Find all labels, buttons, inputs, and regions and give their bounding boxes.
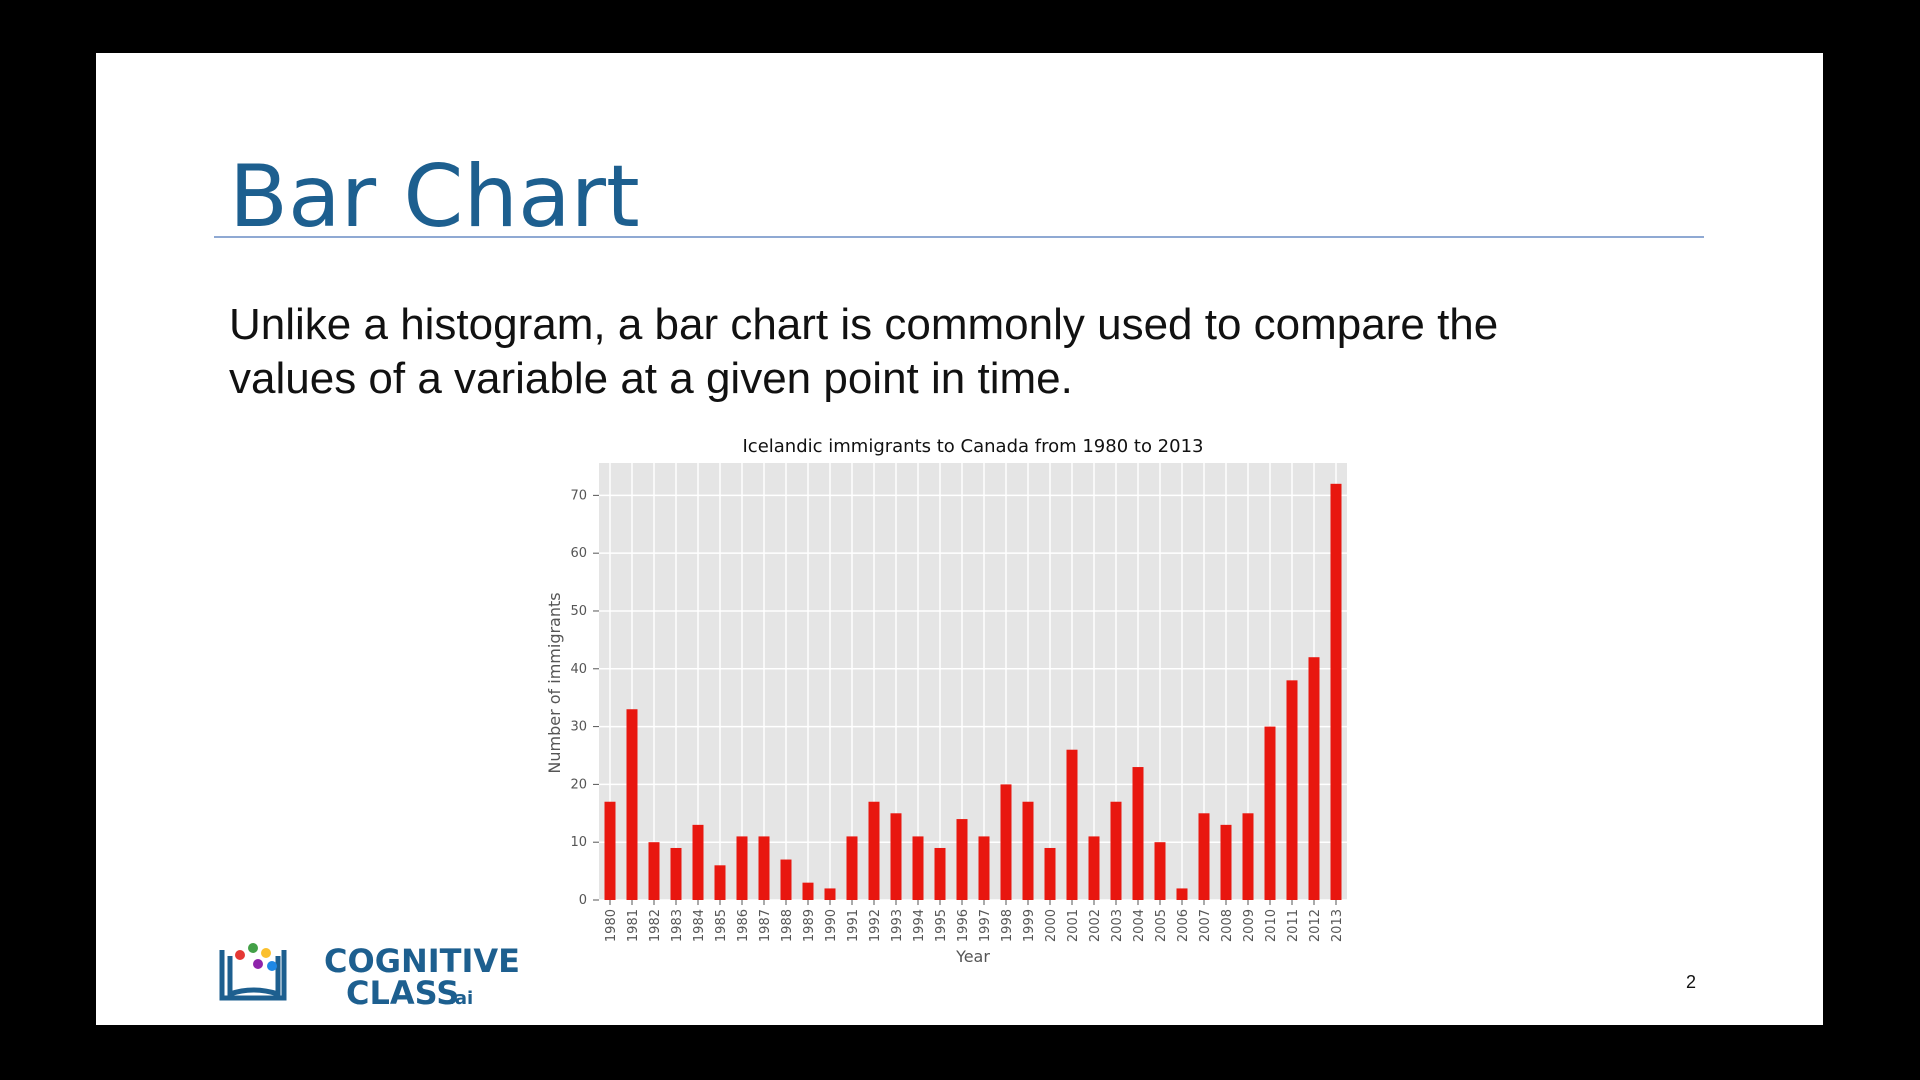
logo-dot	[267, 961, 277, 971]
bar	[1000, 784, 1012, 900]
logo-suffix: .ai	[448, 988, 473, 1009]
y-tick-label: 70	[570, 488, 587, 503]
bar	[1286, 680, 1298, 900]
bar	[648, 842, 660, 900]
y-tick-label: 40	[570, 662, 587, 677]
x-tick-label: 1998	[1000, 909, 1015, 942]
bar	[758, 836, 770, 900]
bar	[1110, 801, 1122, 900]
bar	[1066, 749, 1078, 900]
x-tick-label: 1992	[868, 909, 883, 942]
page-number: 2	[1686, 972, 1696, 992]
y-tick-label: 50	[570, 604, 587, 619]
x-tick-label: 1997	[978, 909, 993, 942]
y-tick-label: 60	[570, 546, 587, 561]
bar	[692, 824, 704, 900]
x-tick-label: 1996	[956, 909, 971, 942]
plot-area	[599, 463, 1347, 900]
logo-text: CLASS	[346, 974, 459, 1012]
x-tick-label: 1999	[1022, 909, 1037, 942]
logo-dot	[253, 959, 263, 969]
x-tick-label: 1989	[802, 909, 817, 942]
x-tick-label: 1981	[626, 909, 641, 942]
logo-icon	[219, 950, 287, 1001]
y-axis-label: Number of immigrants	[545, 592, 564, 773]
x-tick-label: 1985	[714, 909, 729, 942]
bar	[1330, 483, 1342, 900]
bar	[824, 888, 836, 900]
x-tick-label: 1986	[736, 909, 751, 942]
x-tick-label: 2003	[1110, 909, 1125, 942]
x-tick-label: 1990	[824, 909, 839, 942]
bar	[604, 801, 616, 900]
bar	[1022, 801, 1034, 900]
chart: Icelandic immigrants to Canada from 1980…	[545, 436, 1347, 966]
bar	[1154, 842, 1166, 900]
bar	[626, 709, 638, 900]
bar	[736, 836, 748, 900]
bar	[1198, 813, 1210, 900]
bar	[714, 865, 726, 900]
slide-title: Bar Chart	[229, 147, 640, 247]
x-tick-label: 2001	[1066, 909, 1081, 942]
bar	[934, 847, 946, 900]
x-tick-label: 2008	[1220, 909, 1235, 942]
bar	[1176, 888, 1188, 900]
x-tick-label: 2007	[1198, 909, 1213, 942]
bar	[780, 859, 792, 900]
x-tick-label: 2010	[1264, 909, 1279, 942]
bar	[670, 847, 682, 900]
x-tick-label: 1987	[758, 909, 773, 942]
x-tick-label: 2009	[1242, 909, 1257, 942]
bar	[1044, 847, 1056, 900]
y-tick-label: 0	[579, 893, 587, 908]
bar	[1132, 767, 1144, 900]
x-tick-label: 1995	[934, 909, 949, 942]
x-tick-label: 1982	[648, 909, 663, 942]
y-tick-label: 10	[570, 835, 587, 850]
x-tick-label: 1980	[604, 909, 619, 942]
y-tick-label: 30	[570, 720, 587, 735]
bar	[890, 813, 902, 900]
chart-title: Icelandic immigrants to Canada from 1980…	[742, 436, 1203, 457]
bar	[802, 882, 814, 900]
x-tick-label: 2012	[1308, 909, 1323, 942]
bar	[1264, 726, 1276, 900]
bar	[1242, 813, 1254, 900]
x-tick-label: 2013	[1330, 909, 1345, 942]
y-tick-label: 20	[570, 777, 587, 792]
bar	[846, 836, 858, 900]
x-tick-label: 2005	[1154, 909, 1169, 942]
body-text: values of a variable at a given point in…	[229, 354, 1073, 403]
bar	[1308, 657, 1320, 900]
x-tick-label: 2004	[1132, 909, 1147, 942]
x-tick-label: 2000	[1044, 909, 1059, 942]
x-tick-label: 2006	[1176, 909, 1191, 942]
x-tick-label: 1991	[846, 909, 861, 942]
logo: COGNITIVE CLASS .ai	[219, 942, 520, 1012]
x-tick-label: 1983	[670, 909, 685, 942]
logo-dot	[261, 948, 271, 958]
bar	[868, 801, 880, 900]
bar	[912, 836, 924, 900]
x-tick-label: 1984	[692, 909, 707, 942]
x-tick-label: 2011	[1286, 909, 1301, 942]
bar	[1088, 836, 1100, 900]
logo-dot	[248, 943, 258, 953]
x-tick-label: 2002	[1088, 909, 1103, 942]
logo-dot	[235, 950, 245, 960]
x-tick-label: 1988	[780, 909, 795, 942]
bar	[1220, 824, 1232, 900]
x-tick-label: 1993	[890, 909, 905, 942]
logo-text: COGNITIVE	[324, 942, 520, 980]
x-axis-label: Year	[955, 947, 990, 966]
x-tick-label: 1994	[912, 909, 927, 942]
bar	[956, 819, 968, 900]
bar	[978, 836, 990, 900]
body-text: Unlike a histogram, a bar chart is commo…	[229, 300, 1498, 349]
